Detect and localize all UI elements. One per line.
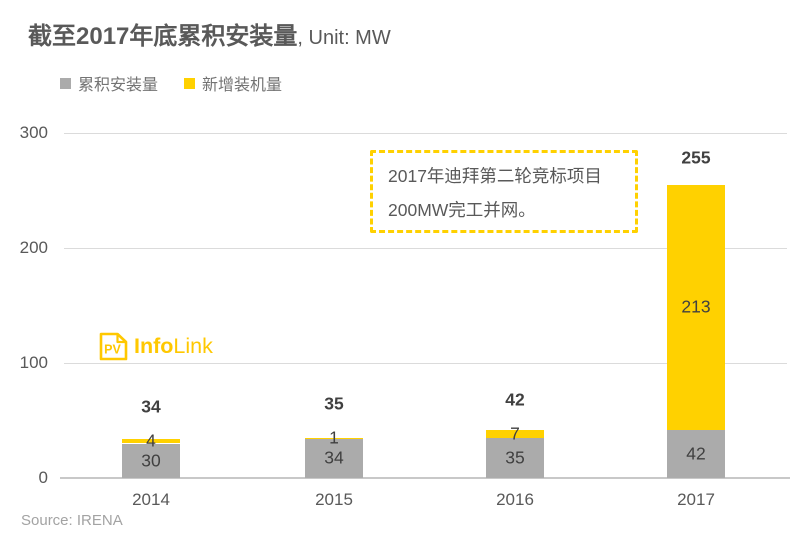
segment-value-new-2014: 4 [146,430,156,451]
bar-total-label-2014: 34 [141,396,161,417]
bar-segment-cumulative-2016 [486,437,544,478]
y-tick-label-300: 300 [19,123,48,142]
bar-segment-cumulative-2014 [122,443,180,478]
bar-segment-new-2015 [305,437,363,439]
logo-wordmark: InfoLink [134,334,213,359]
y-tick-label-200: 200 [19,238,48,257]
gridline-200 [64,248,787,249]
bar-segment-new-2017 [667,184,725,430]
legend: 累积安装量 新增装机量 [60,71,282,95]
bar-segment-new-2014 [122,438,180,444]
logo-word-link: Link [173,334,213,358]
legend-item-cumulative: 累积安装量 [60,71,158,95]
legend-item-new: 新增装机量 [184,71,282,95]
legend-swatch-cumulative [60,77,71,89]
gridline-300 [64,133,787,134]
segment-value-new-2017: 213 [681,296,711,317]
y-tick-label-100: 100 [19,353,48,372]
segment-value-cumulative-2016: 35 [505,447,525,468]
bar-segment-new-2016 [486,429,544,438]
x-axis-label-2016: 2016 [496,490,534,509]
x-axis-label-2014: 2014 [132,490,170,509]
pv-document-icon: PV [99,332,128,361]
segment-value-new-2015: 1 [329,427,339,448]
bar-total-label-2016: 42 [505,389,525,410]
annotation-line-1: 2017年迪拜第二轮竞标项目 [388,166,602,186]
x-axis-label-2015: 2015 [315,490,353,509]
x-axis-label-2017: 2017 [677,490,715,509]
annotation-line-2: 200MW完工并网。 [388,200,536,220]
logo-word-info: Info [134,334,174,358]
segment-value-cumulative-2017: 42 [686,443,706,464]
source-note: Source: IRENA [21,512,123,529]
chart-title-unit: , Unit: MW [297,27,391,49]
segment-value-cumulative-2014: 30 [141,450,161,471]
chart-title-main: 截至2017年底累积安装量 [28,23,298,50]
pv-infolink-logo: PV InfoLink [97,331,213,362]
legend-swatch-new [184,77,196,89]
legend-label-cumulative: 累积安装量 [78,77,159,94]
segment-value-cumulative-2015: 34 [324,447,344,468]
legend-label-new: 新增装机量 [202,77,283,94]
bar-total-label-2017: 255 [681,147,711,168]
bar-total-label-2015: 35 [324,393,344,414]
logo-icon-text: PV [104,343,121,357]
gridline-100 [64,363,787,364]
chart-title: 截至2017年底累积安装量, Unit: MW [28,16,391,51]
segment-value-new-2016: 7 [510,423,520,444]
bar-segment-cumulative-2017 [667,429,725,478]
annotation-box: 2017年迪拜第二轮竞标项目 200MW完工并网。 [370,150,638,233]
y-tick-label-0: 0 [38,468,48,487]
x-axis-line [60,477,790,479]
bar-segment-cumulative-2015 [305,438,363,478]
